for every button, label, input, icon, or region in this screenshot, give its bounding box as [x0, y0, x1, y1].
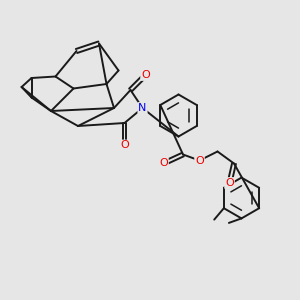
- Text: N: N: [138, 103, 147, 113]
- Text: O: O: [195, 155, 204, 166]
- Text: O: O: [120, 140, 129, 151]
- Text: O: O: [225, 178, 234, 188]
- Text: O: O: [159, 158, 168, 169]
- Text: O: O: [141, 70, 150, 80]
